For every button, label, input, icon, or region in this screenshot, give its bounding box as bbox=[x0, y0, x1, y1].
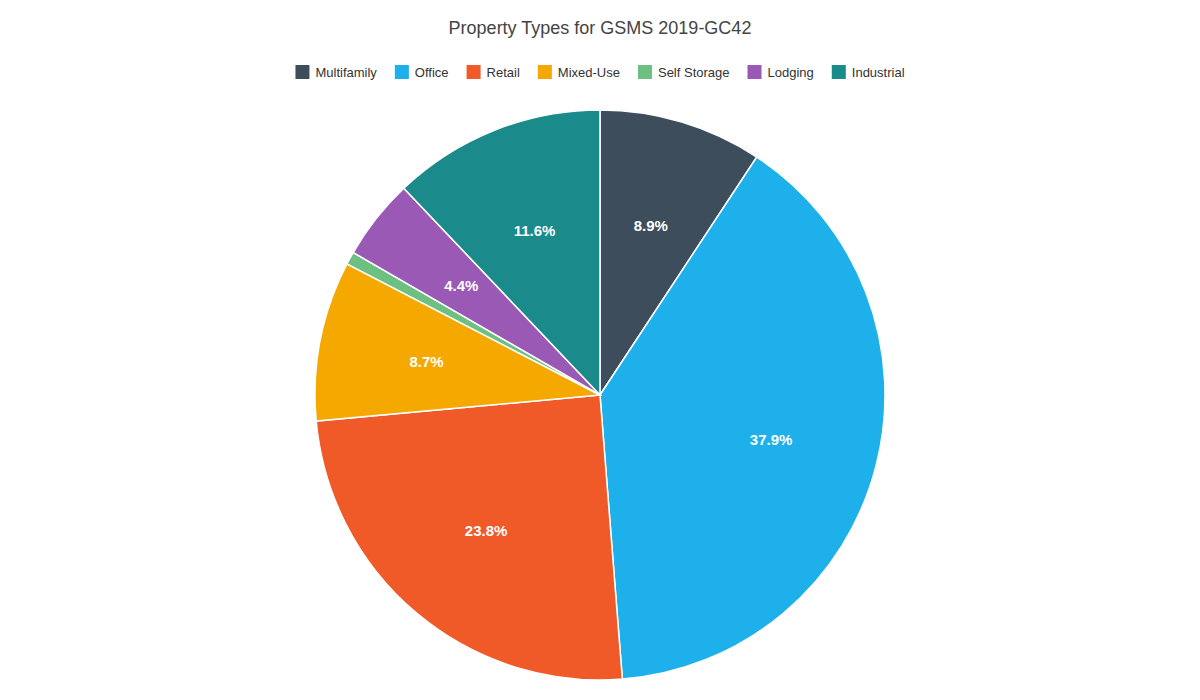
slice bbox=[316, 395, 622, 680]
legend-label: Mixed-Use bbox=[558, 65, 620, 80]
legend-item: Lodging bbox=[748, 65, 814, 80]
data-label: 23.8% bbox=[465, 522, 508, 539]
data-label: 11.6% bbox=[514, 222, 556, 239]
chart: Property Types for GSMS 2019-GC42 Multifa… bbox=[0, 0, 1200, 700]
legend-label: Multifamily bbox=[315, 65, 377, 80]
legend-swatch bbox=[832, 65, 846, 79]
data-label: 4.4% bbox=[444, 277, 478, 294]
legend-label: Industrial bbox=[852, 65, 905, 80]
legend: Multifamily Office Retail Mixed-Use Self Sto… bbox=[295, 65, 904, 80]
legend-item: Multifamily bbox=[295, 65, 377, 80]
legend-swatch bbox=[467, 65, 481, 79]
legend-item: Self Storage bbox=[638, 65, 730, 80]
legend-item: Industrial bbox=[832, 65, 905, 80]
legend-swatch bbox=[295, 65, 309, 79]
title: Property Types for GSMS 2019-GC42 bbox=[449, 18, 752, 38]
slice bbox=[600, 157, 885, 679]
slice bbox=[404, 110, 600, 395]
legend-swatch bbox=[748, 65, 762, 79]
legend-swatch bbox=[395, 65, 409, 79]
legend-item: Office bbox=[395, 65, 449, 80]
data-label: 8.7% bbox=[409, 353, 443, 370]
legend-swatch bbox=[638, 65, 652, 79]
data-label: 37.9% bbox=[750, 431, 793, 448]
legend-label: Retail bbox=[487, 65, 520, 80]
legend-item: Retail bbox=[467, 65, 520, 80]
slices bbox=[315, 110, 885, 680]
legend-label: Office bbox=[415, 65, 449, 80]
legend-label: Self Storage bbox=[658, 65, 730, 80]
data-label: 8.9% bbox=[634, 217, 668, 234]
legend-swatch bbox=[538, 65, 552, 79]
legend-item: Mixed-Use bbox=[538, 65, 620, 80]
legend-label: Lodging bbox=[768, 65, 814, 80]
data-labels: 8.9% 37.9% 23.8% 8.7% 4.4% 11.6% bbox=[409, 217, 792, 538]
